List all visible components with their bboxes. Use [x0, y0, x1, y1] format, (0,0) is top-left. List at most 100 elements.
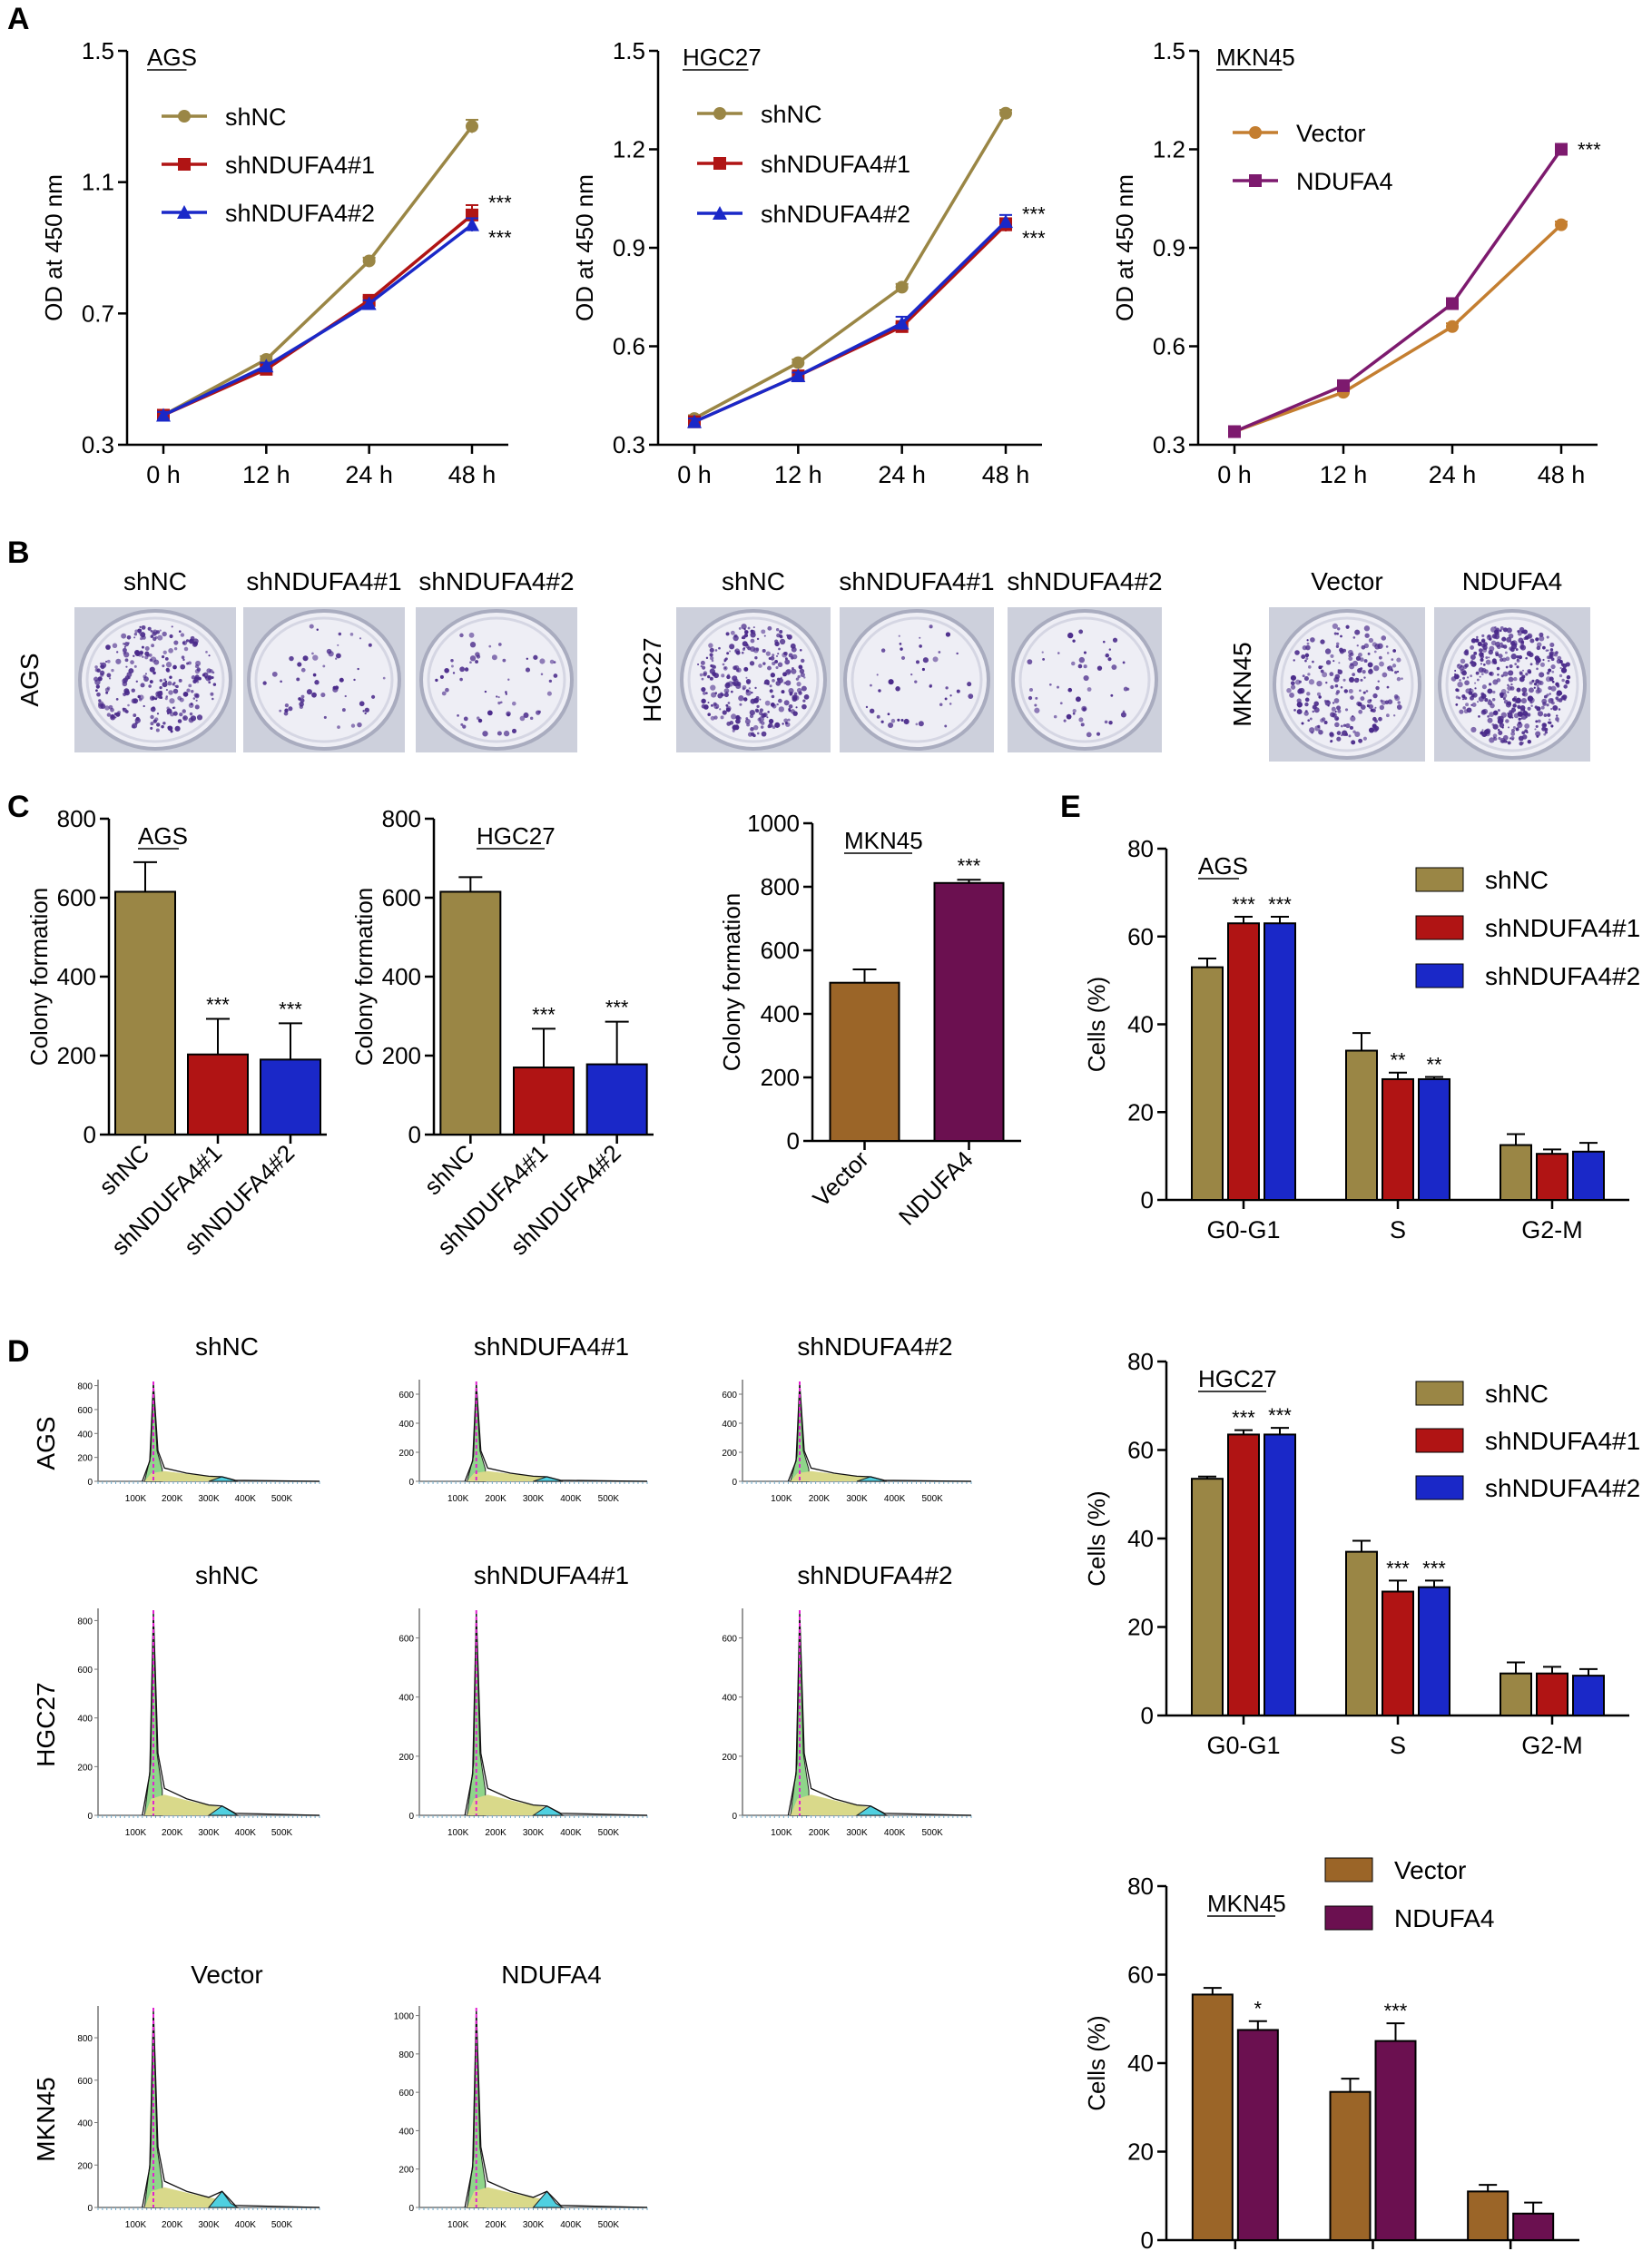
x-tick-label: 300K: [198, 1494, 220, 1504]
colony: [1349, 725, 1353, 730]
colony: [160, 690, 162, 693]
chart-title: MKN45: [844, 827, 923, 854]
colony: [1515, 727, 1519, 732]
y-tick-label: 400: [722, 1420, 737, 1430]
colony: [1336, 717, 1339, 721]
colony-dish: [1434, 607, 1590, 762]
colony: [1309, 727, 1315, 733]
colony: [1496, 644, 1501, 650]
x-tick-label: S: [1364, 2256, 1381, 2261]
colony: [1078, 629, 1084, 634]
colony: [1333, 676, 1340, 683]
histogram-outline: [787, 1382, 972, 1482]
colony: [1546, 671, 1550, 675]
s-phase-fill: [144, 1794, 231, 1815]
colony: [1290, 674, 1297, 681]
colony: [123, 652, 130, 658]
colony: [1293, 659, 1295, 662]
colony-dish: [1269, 607, 1425, 762]
colony: [1348, 656, 1353, 662]
colony: [800, 672, 805, 678]
colony: [1541, 698, 1548, 704]
legend-item: shNDUFA4#2: [1415, 962, 1640, 990]
y-tick-label: 60: [1127, 923, 1154, 950]
y-tick-label: 400: [382, 963, 421, 990]
bar-vector: [1329, 2078, 1372, 2241]
colony: [122, 681, 128, 687]
colony-dish: [676, 607, 831, 752]
colony: [742, 647, 745, 652]
colony: [1387, 665, 1393, 672]
dish-label: Vector: [1311, 567, 1382, 595]
colony: [1105, 653, 1110, 658]
line-chart-ags: 0.3 0.7 1.1 1.5 0 h 12 h 24 h 48 h OD at 450 nm A…: [40, 37, 512, 488]
y-tick-label: 0.3: [613, 431, 645, 458]
colony: [108, 704, 113, 710]
colony: [279, 709, 282, 713]
colony: [172, 683, 175, 686]
colony: [1539, 632, 1544, 637]
x-tick-label: 400K: [235, 2220, 257, 2230]
colony: [497, 701, 501, 705]
colony: [359, 701, 365, 707]
colony: [100, 664, 105, 670]
colony: [1329, 672, 1334, 677]
significance-label: ***: [1232, 893, 1255, 916]
colony: [1487, 700, 1493, 706]
colony: [468, 632, 475, 638]
colony: [1336, 690, 1341, 694]
colony: [779, 629, 783, 634]
y-tick-label: 1000: [747, 810, 800, 837]
colony: [1334, 722, 1340, 728]
colony: [134, 629, 139, 634]
colony: [1480, 643, 1486, 648]
colony: [1384, 700, 1390, 705]
colony: [1543, 732, 1547, 736]
colony: [778, 706, 784, 713]
colony: [1512, 725, 1516, 730]
bar-shndufa4-1: **: [1382, 1049, 1414, 1201]
colony: [175, 684, 179, 689]
colony: [697, 663, 700, 665]
x-tick-label: 100K: [771, 1494, 792, 1504]
colony: [956, 652, 959, 655]
x-tick-label: G0-G1: [1198, 2256, 1272, 2261]
colony: [1325, 660, 1332, 665]
y-tick-label: 600: [761, 937, 800, 964]
data-point: [895, 280, 909, 294]
colony: [204, 676, 207, 679]
colony: [1316, 692, 1322, 696]
colony: [709, 647, 714, 653]
colony: [1301, 722, 1304, 725]
colony: [869, 708, 875, 714]
colonies: [1027, 629, 1130, 738]
row-label: AGS: [32, 1416, 60, 1470]
colony: [1362, 736, 1367, 741]
data-point: [894, 316, 910, 330]
colony: [741, 624, 747, 630]
y-tick-label: 40: [1127, 2050, 1154, 2077]
colony: [1296, 702, 1303, 708]
colony: [796, 682, 801, 687]
colony: [135, 680, 139, 683]
colony: [735, 718, 741, 724]
data-point: [178, 110, 191, 123]
colony: [1481, 684, 1487, 690]
colony: [1358, 738, 1363, 743]
colony-panel-mkn45: MKN45 Vector NDUFA4: [1228, 567, 1590, 762]
line-chart-hgc27: 0.3 0.6 0.9 1.2 1.5 0 h 12 h 24 h 48 h OD at 450 …: [571, 37, 1046, 488]
bar-vector: [1467, 2184, 1509, 2241]
colony: [1386, 685, 1390, 689]
colony: [730, 630, 735, 635]
colony: [212, 683, 217, 686]
colony: [1497, 728, 1500, 732]
colony: [744, 630, 749, 634]
colony: [1503, 699, 1509, 704]
colony: [1507, 741, 1511, 745]
colony: [1502, 671, 1509, 677]
x-tick-label: 400K: [235, 1828, 257, 1838]
colony: [1500, 642, 1503, 645]
significance-label: ***: [1422, 1557, 1446, 1579]
colony: [793, 692, 798, 696]
colony: [1362, 691, 1366, 694]
